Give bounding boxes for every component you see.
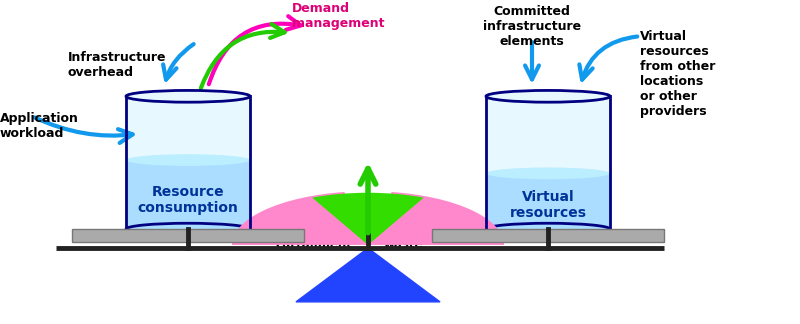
Text: Virtual
resources: Virtual resources bbox=[510, 190, 586, 220]
Ellipse shape bbox=[126, 223, 250, 235]
Ellipse shape bbox=[126, 154, 250, 166]
Wedge shape bbox=[312, 193, 424, 245]
Bar bbox=[126, 160, 250, 229]
Text: Demand
management: Demand management bbox=[292, 2, 385, 30]
Text: Service
curtailment: Service curtailment bbox=[275, 223, 352, 251]
Polygon shape bbox=[296, 248, 440, 302]
Ellipse shape bbox=[486, 223, 610, 235]
Ellipse shape bbox=[486, 90, 610, 102]
Text: Virtual
resources
from other
locations
or other
providers: Virtual resources from other locations o… bbox=[640, 30, 715, 118]
Text: Infrastructure
overhead: Infrastructure overhead bbox=[68, 51, 166, 79]
Ellipse shape bbox=[126, 90, 250, 102]
Wedge shape bbox=[232, 192, 368, 245]
Text: Application
workload: Application workload bbox=[0, 111, 79, 140]
FancyBboxPatch shape bbox=[72, 229, 304, 242]
Bar bbox=[486, 96, 610, 229]
Text: Committed
infrastructure
elements: Committed infrastructure elements bbox=[483, 5, 581, 48]
Ellipse shape bbox=[486, 168, 610, 179]
Text: Resource
waste: Resource waste bbox=[384, 223, 446, 251]
FancyBboxPatch shape bbox=[432, 229, 664, 242]
Text: Resource
consumption: Resource consumption bbox=[138, 185, 238, 215]
Bar bbox=[126, 96, 250, 229]
Bar bbox=[486, 173, 610, 229]
Wedge shape bbox=[368, 192, 504, 245]
